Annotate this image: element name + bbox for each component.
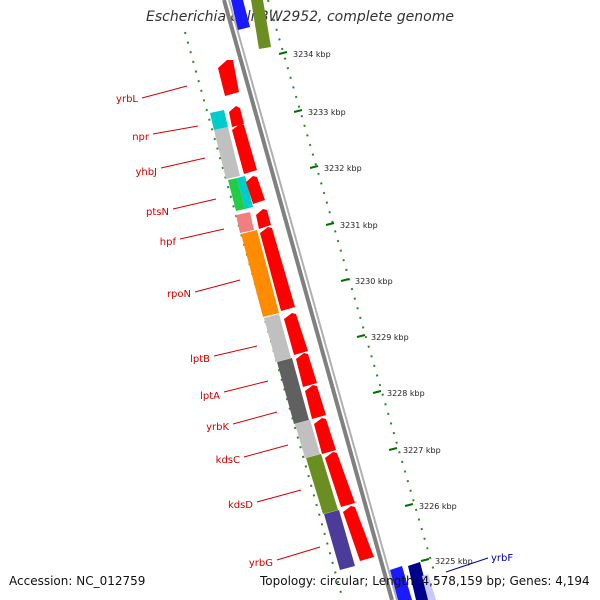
cds-arrow-yrbG: [343, 506, 374, 561]
cds-arrow-yrbL: [218, 60, 239, 96]
gene-label-leader-line: [141, 85, 188, 99]
feature-block-yhbJ-gray: [214, 127, 240, 179]
gene-label-leader-line: [243, 444, 289, 458]
gene-top-blue: [231, 0, 250, 30]
kbp-tick-mark: [356, 334, 366, 338]
cds-arrow-kdsD: [325, 452, 355, 507]
genome-backbone-line: [222, 0, 394, 600]
gene-label-kdsD: kdsD: [228, 500, 253, 511]
kbp-tick-mark: [404, 503, 414, 507]
gene-label-leader-line: [256, 489, 302, 503]
kbp-tick-mark: [372, 390, 382, 394]
gene-label-yhbJ: yhbJ: [135, 167, 157, 178]
kbp-tick-label: 3228 kbp: [387, 389, 425, 398]
gene-label-leader-line: [160, 157, 206, 169]
cds-arrow-hpf: [256, 209, 271, 229]
cds-arrow-kdsC: [314, 418, 336, 454]
gene-label-yrbF: yrbF: [491, 553, 513, 564]
gene-label-leader-line-right: [445, 557, 489, 573]
gene-label-rpoN: rpoN: [167, 289, 191, 300]
gene-bottom-blue-2: [408, 562, 430, 600]
gene-label-lptB: lptB: [190, 354, 210, 365]
feature-block-kdsC-olive: [306, 454, 338, 514]
gene-label-leader-line: [276, 546, 321, 561]
gene-label-leader-line: [223, 380, 269, 393]
kbp-tick-label: 3231 kbp: [340, 221, 378, 230]
kbp-tick-label: 3229 kbp: [371, 333, 409, 342]
gene-label-leader-line: [213, 345, 258, 357]
kbp-tick-mark: [388, 447, 398, 451]
gene-label-ptsN: ptsN: [146, 207, 169, 218]
gene-label-leader-line: [232, 411, 278, 425]
inner-guide-line: [267, 0, 439, 586]
gene-label-lptA: lptA: [200, 391, 220, 402]
gene-top-green: [251, 0, 271, 49]
genome-backbone-shadow: [228, 0, 398, 600]
topology-text: Topology: circular; Length: 4,578,159 bp…: [260, 574, 590, 588]
feature-block-rpoN-orange: [241, 230, 279, 317]
kbp-tick-mark: [325, 222, 335, 226]
kbp-tick-label: 3225 kbp: [435, 557, 473, 566]
feature-block-lptB-gray: [264, 314, 291, 362]
feature-block-ptsN-cyan: [237, 176, 253, 209]
cds-arrow-lptB: [284, 313, 308, 355]
feature-block-ptsN-green: [228, 178, 245, 211]
gene-label-leader-line: [179, 228, 225, 240]
gene-label-yrbK: yrbK: [206, 422, 229, 433]
kbp-tick-label: 3227 kbp: [403, 446, 441, 455]
kbp-tick-mark: [309, 165, 319, 169]
kbp-tick-mark: [278, 51, 288, 55]
gene-label-leader-line: [194, 279, 241, 293]
feature-block-npr-cyan: [210, 110, 228, 130]
gene-label-yrbG: yrbG: [249, 558, 273, 569]
cds-arrow-npr: [229, 106, 244, 127]
gene-label-group: yrbL npr yhbJ ptsN hpf rpoN lptB lptA yrbK kdsC kd…: [116, 85, 513, 573]
kbp-tick-label: 3233 kbp: [308, 108, 346, 117]
outer-guide-line: [184, 31, 344, 600]
feature-block-yrbK-gray: [295, 420, 320, 458]
kbp-tick-label: 3226 kbp: [419, 502, 457, 511]
kbp-tick-mark: [293, 109, 303, 113]
gene-label-kdsC: kdsC: [216, 455, 240, 466]
feature-block-kdsD-purple: [324, 510, 355, 570]
gene-label-leader-line: [152, 125, 199, 135]
gene-label-leader-line: [172, 198, 217, 210]
gene-label-npr: npr: [132, 132, 150, 143]
gene-label-yrbL: yrbL: [116, 94, 138, 105]
accession-text: Accession: NC_012759: [9, 574, 146, 588]
gene-bottom-blue-1: [390, 566, 412, 600]
feature-block-hpf-pink: [236, 212, 254, 233]
cds-arrow-lptA: [296, 353, 317, 387]
gene-label-hpf: hpf: [160, 237, 177, 248]
cds-arrow-ptsN: [246, 176, 265, 204]
feature-block-lptA-darkgray: [277, 358, 309, 424]
kbp-tick-label: 3234 kbp: [293, 50, 331, 59]
gene-bottom-light: [422, 574, 436, 600]
kbp-tick-label: 3230 kbp: [355, 277, 393, 286]
kbp-tick-mark: [420, 558, 430, 562]
cds-arrow-yrbK: [305, 385, 326, 419]
kbp-tick-label: 3232 kbp: [324, 164, 362, 173]
kbp-tick-mark: [340, 278, 350, 282]
cds-arrow-yhbJ: [232, 124, 257, 174]
kbp-tick-group: 3234 kbp 3233 kbp 3232 kbp 3231 kbp 3230 kbp…: [278, 50, 473, 566]
genome-title: Escherichia coli BW2952, complete genome: [146, 9, 454, 25]
cds-arrow-rpoN: [260, 227, 295, 311]
